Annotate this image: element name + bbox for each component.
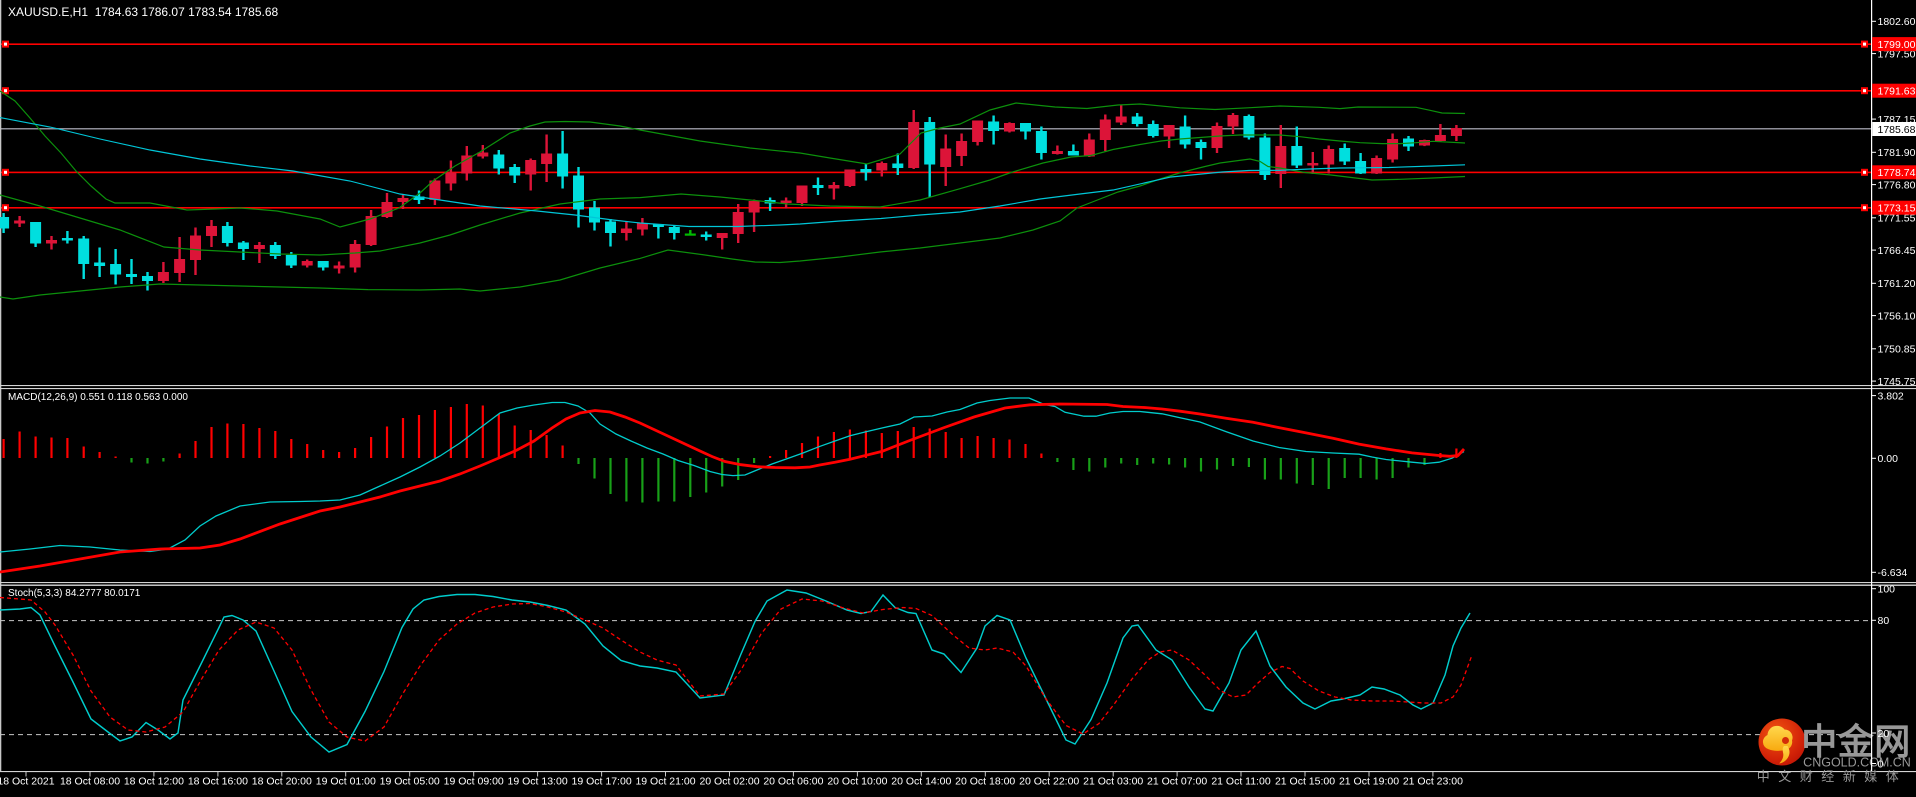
svg-text:1799.00: 1799.00 (1878, 39, 1916, 51)
svg-text:21 Oct 11:00: 21 Oct 11:00 (1211, 776, 1271, 788)
svg-text:19 Oct 17:00: 19 Oct 17:00 (572, 776, 632, 788)
svg-text:19 Oct 21:00: 19 Oct 21:00 (635, 776, 695, 788)
svg-text:19 Oct 05:00: 19 Oct 05:00 (380, 776, 440, 788)
svg-text:21 Oct 23:00: 21 Oct 23:00 (1403, 776, 1463, 788)
svg-text:19 Oct 13:00: 19 Oct 13:00 (508, 776, 568, 788)
svg-text:19 Oct 09:00: 19 Oct 09:00 (444, 776, 504, 788)
svg-text:3.802: 3.802 (1878, 390, 1904, 402)
svg-text:18 Oct 12:00: 18 Oct 12:00 (124, 776, 184, 788)
svg-text:20 Oct 10:00: 20 Oct 10:00 (827, 776, 887, 788)
svg-text:1750.85: 1750.85 (1878, 344, 1916, 356)
svg-text:20 Oct 22:00: 20 Oct 22:00 (1019, 776, 1079, 788)
svg-text:1781.90: 1781.90 (1878, 147, 1916, 159)
svg-text:1785.68: 1785.68 (1878, 124, 1916, 136)
svg-text:1766.45: 1766.45 (1878, 245, 1916, 257)
svg-text:1773.15: 1773.15 (1878, 203, 1916, 215)
svg-text:中文财经新媒体: 中文财经新媒体 (1757, 769, 1908, 784)
svg-text:1745.75: 1745.75 (1878, 376, 1916, 388)
svg-text:1776.80: 1776.80 (1878, 179, 1916, 191)
svg-text:80: 80 (1878, 615, 1890, 627)
svg-text:XAUUSD.E,H1 1784.63 1786.07 1: XAUUSD.E,H1 1784.63 1786.07 1783.54 1785… (8, 5, 279, 19)
svg-text:1778.74: 1778.74 (1878, 167, 1916, 179)
svg-text:1802.60: 1802.60 (1878, 16, 1916, 28)
svg-text:1791.63: 1791.63 (1878, 86, 1916, 98)
svg-text:MACD(12,26,9) 0.551 0.118 0.56: MACD(12,26,9) 0.551 0.118 0.563 0.000 (8, 392, 188, 403)
svg-text:20: 20 (1878, 728, 1890, 740)
svg-text:18 Oct 20:00: 18 Oct 20:00 (252, 776, 312, 788)
svg-text:中金网: 中金网 (1801, 721, 1911, 762)
svg-text:21 Oct 19:00: 21 Oct 19:00 (1339, 776, 1399, 788)
svg-text:19 Oct 01:00: 19 Oct 01:00 (316, 776, 376, 788)
svg-text:100: 100 (1878, 584, 1896, 596)
svg-text:18 Oct 2021: 18 Oct 2021 (0, 776, 55, 788)
svg-text:20 Oct 14:00: 20 Oct 14:00 (891, 776, 951, 788)
svg-text:0.00: 0.00 (1878, 453, 1899, 465)
svg-text:18 Oct 08:00: 18 Oct 08:00 (60, 776, 120, 788)
svg-text:1771.55: 1771.55 (1878, 213, 1916, 225)
svg-text:21 Oct 03:00: 21 Oct 03:00 (1083, 776, 1143, 788)
svg-text:21 Oct 07:00: 21 Oct 07:00 (1147, 776, 1207, 788)
svg-text:20 Oct 02:00: 20 Oct 02:00 (699, 776, 759, 788)
svg-text:1797.50: 1797.50 (1878, 48, 1916, 60)
svg-text:CNGOLD.COM.CN: CNGOLD.COM.CN (1803, 756, 1911, 770)
svg-text:18 Oct 16:00: 18 Oct 16:00 (188, 776, 248, 788)
svg-text:20 Oct 06:00: 20 Oct 06:00 (763, 776, 823, 788)
svg-text:1756.10: 1756.10 (1878, 310, 1916, 322)
svg-text:-6.634: -6.634 (1878, 567, 1908, 579)
svg-text:1761.20: 1761.20 (1878, 278, 1916, 290)
svg-text:21 Oct 15:00: 21 Oct 15:00 (1275, 776, 1335, 788)
svg-text:0: 0 (1878, 758, 1884, 770)
svg-text:Stoch(5,3,3) 84.2777 80.0171: Stoch(5,3,3) 84.2777 80.0171 (8, 588, 141, 599)
svg-text:20 Oct 18:00: 20 Oct 18:00 (955, 776, 1015, 788)
